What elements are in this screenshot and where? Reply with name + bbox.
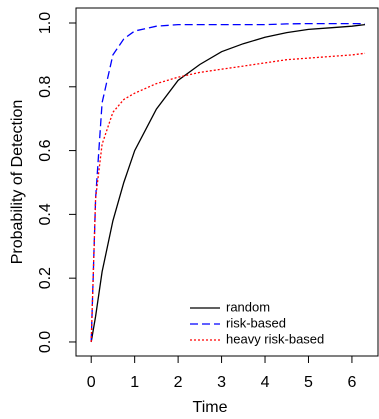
x-tick-label: 6 [347, 374, 356, 391]
plot-box [75, 7, 379, 357]
y-axis-label: Probability of Detection [9, 100, 26, 265]
y-tick-label: 0.0 [37, 331, 54, 353]
x-tick-label: 1 [130, 374, 139, 391]
series-line [90, 22, 365, 343]
x-axis-label: Time [193, 399, 228, 416]
series-line [90, 23, 366, 343]
x-tick-label: 4 [261, 374, 270, 391]
y-tick-label: 0.2 [37, 267, 54, 289]
legend-label: random [226, 299, 270, 314]
x-tick-label: 5 [304, 374, 313, 391]
legend-label: risk-based [226, 315, 286, 330]
x-tick-label: 0 [87, 374, 96, 391]
y-tick-label: 0.8 [37, 76, 54, 98]
x-tick-label: 3 [217, 374, 226, 391]
x-tick-label: 2 [174, 374, 183, 391]
y-tick-label: 0.4 [37, 203, 54, 225]
y-tick-label: 1.0 [37, 12, 54, 34]
y-tick-label: 0.6 [37, 139, 54, 161]
legend-label: heavy risk-based [226, 331, 324, 346]
series-line [90, 52, 366, 343]
